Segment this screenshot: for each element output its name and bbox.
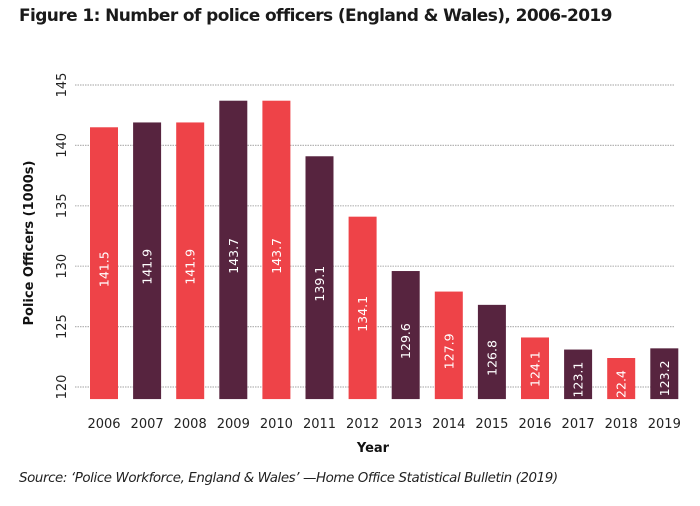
x-tick-label: 2017 xyxy=(562,417,595,432)
bar-2009 xyxy=(219,100,248,400)
bar-data-label: 141.9 xyxy=(183,249,198,285)
x-tick-label: 2014 xyxy=(432,417,465,432)
bar-data-label: 129.6 xyxy=(398,323,413,359)
bar-data-label: 124.1 xyxy=(528,351,543,387)
x-tick-label: 2013 xyxy=(389,417,422,432)
x-tick-label: 2015 xyxy=(475,417,508,432)
bar-2012 xyxy=(348,216,377,400)
x-axis-ticks: 2006 2007 2008 2009 2010 2011 2012 2013 2014 2015… xyxy=(87,417,680,432)
x-tick-label: 2010 xyxy=(260,417,293,432)
bar-data-label: 123.2 xyxy=(657,360,672,396)
x-tick-label: 2012 xyxy=(346,417,379,432)
x-tick-label: 2016 xyxy=(518,417,551,432)
bar-2013 xyxy=(391,271,420,400)
x-tick-label: 2019 xyxy=(648,417,681,432)
x-tick-label: 2011 xyxy=(303,417,336,432)
bar-data-label: 143.7 xyxy=(269,238,284,274)
bar-2018 xyxy=(607,358,636,400)
y-axis-title: Police Officers (1000s) xyxy=(22,161,37,326)
bar-data-label: 134.1 xyxy=(355,296,370,332)
y-tick-label: 130 xyxy=(55,254,70,279)
bar-2019 xyxy=(650,348,679,400)
bar-data-label: 122.4 xyxy=(614,370,629,406)
bar-2016 xyxy=(521,337,549,400)
bar-2017 xyxy=(564,349,593,400)
bar-2014 xyxy=(434,291,463,400)
x-tick-label: 2018 xyxy=(605,417,638,432)
bar-data-label: 141.9 xyxy=(140,249,155,285)
x-tick-label: 2006 xyxy=(87,417,120,432)
bar-data-label: 127.9 xyxy=(441,333,456,369)
x-tick-label: 2007 xyxy=(131,417,164,432)
x-tick-label: 2009 xyxy=(217,417,250,432)
bar-2007 xyxy=(133,122,162,400)
y-tick-label: 120 xyxy=(55,375,70,400)
bar-2008 xyxy=(176,122,205,400)
bar-2011 xyxy=(305,156,334,400)
y-tick-label: 145 xyxy=(55,73,70,98)
bar-2010 xyxy=(262,100,291,400)
bar-data-label: 126.8 xyxy=(484,340,499,376)
bar-data-label: 123.1 xyxy=(571,362,586,398)
bars xyxy=(90,100,679,400)
y-tick-label: 140 xyxy=(55,133,70,158)
bar-2006 xyxy=(90,127,118,400)
bar-data-label: 143.7 xyxy=(226,238,241,274)
y-tick-label: 135 xyxy=(55,193,70,218)
bar-data-label: 139.1 xyxy=(312,266,327,302)
y-axis-ticks: 120 125 130 135 140 145 xyxy=(55,73,70,400)
bar-2015 xyxy=(477,304,506,400)
x-tick-label: 2008 xyxy=(174,417,207,432)
y-tick-label: 125 xyxy=(55,314,70,339)
x-axis-title: Year xyxy=(356,441,390,456)
bar-data-labels: 141.5 141.9 141.9 143.7 143.7 139.1 134.1 129.6… xyxy=(97,238,672,406)
chart-title: Figure 1: Number of police officers (Eng… xyxy=(19,6,613,26)
bar-data-label: 141.5 xyxy=(97,251,112,287)
source-note: Source: ‘Police Workforce, England & Wal… xyxy=(19,471,558,486)
